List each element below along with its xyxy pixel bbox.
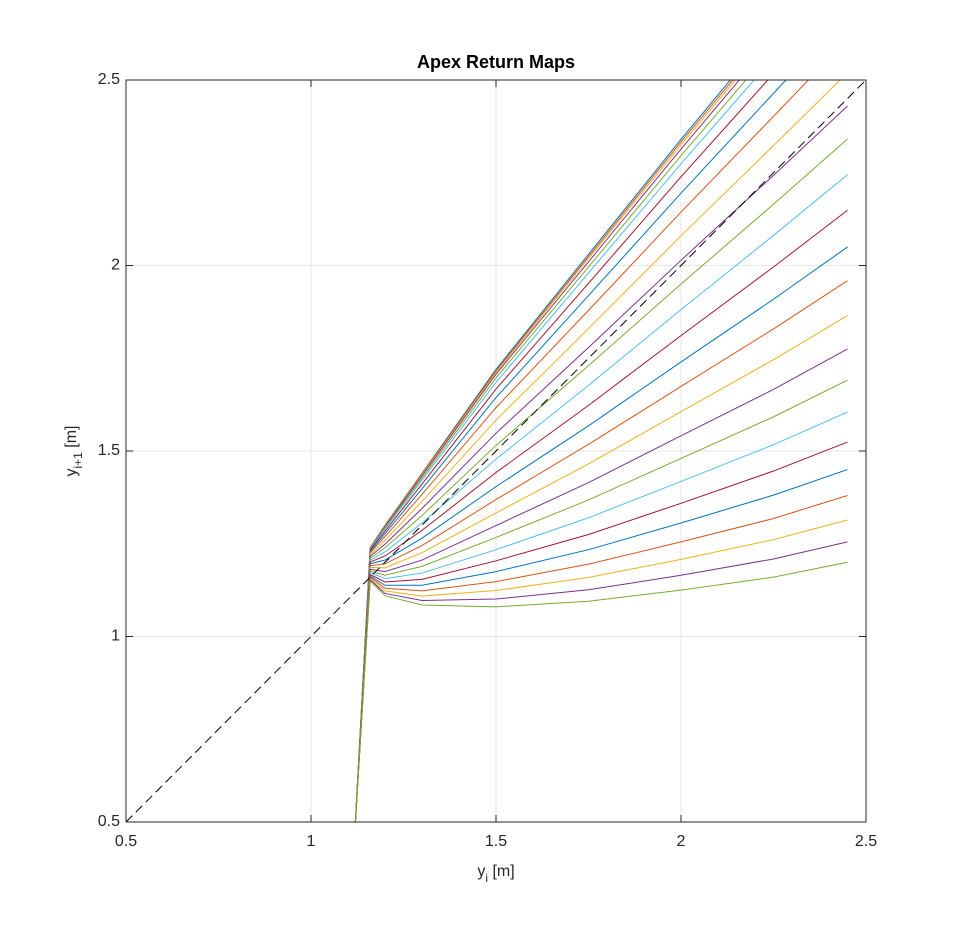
x-axis-label: yi [m]	[477, 863, 514, 885]
series-line	[126, 80, 866, 822]
y-label-rest: [m]	[63, 425, 80, 452]
y-tick-label: 1	[111, 628, 120, 645]
series-line	[354, 469, 848, 822]
series-line	[354, 315, 848, 822]
series-line	[354, 174, 848, 822]
x-tick-label: 2.5	[855, 833, 877, 850]
series-line	[354, 495, 848, 822]
x-tick-label: 1.5	[485, 833, 507, 850]
series-line	[354, 80, 810, 822]
series-line	[354, 209, 848, 822]
y-label-base: y	[63, 469, 80, 477]
series-line	[354, 80, 755, 822]
x-tick-label: 0.5	[115, 833, 137, 850]
series-line	[354, 280, 848, 822]
series-line	[354, 348, 848, 822]
series-line	[354, 80, 841, 822]
y-tick-label: 1.5	[98, 442, 120, 459]
x-label-rest: [m]	[488, 863, 515, 880]
x-tick-label: 1	[307, 833, 316, 850]
x-label-sub: i	[485, 871, 488, 885]
y-axis-label: yi+1 [m]	[63, 425, 85, 476]
series-line	[354, 519, 848, 822]
series-line	[354, 80, 787, 822]
y-label-sub: i+1	[71, 452, 85, 469]
x-label-base: y	[477, 863, 485, 880]
series-line	[354, 80, 769, 822]
chart-title: Apex Return Maps	[417, 52, 575, 72]
series-line	[354, 561, 848, 822]
series-line	[354, 246, 848, 822]
y-tick-label: 0.5	[98, 813, 120, 830]
series-line	[354, 138, 848, 822]
series-line	[354, 411, 848, 822]
series-line	[354, 80, 747, 822]
x-tick-label: 2	[677, 833, 686, 850]
plot-lines	[126, 80, 866, 822]
y-tick-label: 2.5	[98, 71, 120, 88]
plot-frame	[125, 79, 867, 823]
series-line	[354, 541, 848, 822]
y-tick-label: 2	[111, 257, 120, 274]
series-line	[354, 441, 848, 822]
